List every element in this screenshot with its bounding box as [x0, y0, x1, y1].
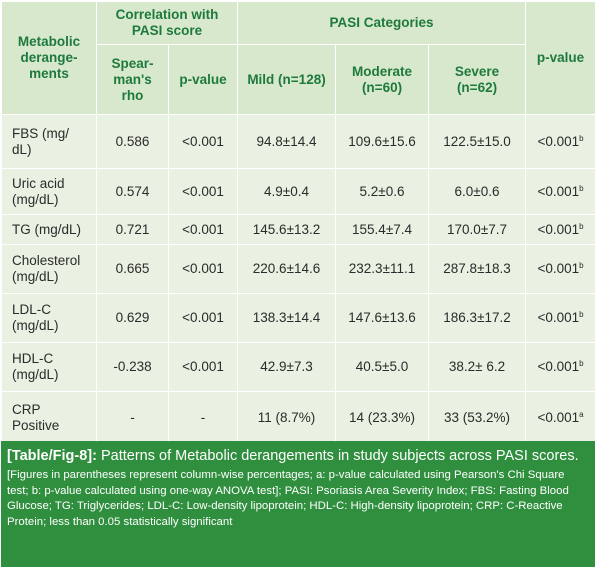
- pvalue-text: <0.001: [537, 183, 580, 199]
- moderate-cell: 14 (23.3%): [335, 391, 430, 444]
- param-cell: HDL-C (mg/dL): [1, 342, 97, 392]
- header-pvalue: p-value: [525, 1, 596, 115]
- pvalue-cell: <0.001b: [525, 293, 596, 343]
- rho-cell: 0.721: [96, 214, 169, 245]
- rho-cell: -0.238: [96, 342, 169, 392]
- mild-cell: 94.8±14.4: [237, 114, 337, 169]
- pvalue-footnote-marker: b: [579, 310, 584, 319]
- pvalue-cell: <0.001b: [525, 114, 596, 169]
- severe-cell: 33 (53.2%): [428, 391, 527, 444]
- rho-cell: 0.586: [96, 114, 169, 169]
- caption-notes: [Figures in parentheses represent column…: [7, 469, 569, 528]
- severe-cell: 186.3±17.2: [428, 293, 527, 343]
- rho-cell: 0.665: [96, 244, 169, 294]
- corr-pvalue-cell: <0.001: [167, 244, 239, 294]
- moderate-cell: 5.2±0.6: [335, 168, 430, 215]
- severe-cell: 170.0±7.7: [428, 214, 527, 245]
- pvalue-cell: <0.001b: [525, 214, 596, 245]
- header-metabolic: Metabolic derange-ments: [1, 1, 97, 115]
- corr-pvalue-cell: <0.001: [167, 168, 239, 215]
- param-cell: Cholesterol (mg/dL): [1, 244, 97, 294]
- header-pasi-group: PASI Categories: [237, 1, 527, 45]
- pvalue-footnote-marker: b: [579, 183, 584, 193]
- figure-caption: [Table/Fig-8]: Patterns of Metabolic der…: [1, 441, 595, 567]
- mild-cell: 42.9±7.3: [237, 342, 337, 392]
- header-corr-pvalue: p-value: [167, 44, 239, 115]
- severe-cell: 287.8±18.3: [428, 244, 527, 294]
- severe-cell: 38.2± 6.2: [428, 342, 527, 392]
- caption-title-line: [Table/Fig-8]: Patterns of Metabolic der…: [7, 448, 587, 465]
- corr-pvalue-cell: <0.001: [167, 342, 239, 392]
- pvalue-footnote-marker: a: [579, 409, 584, 419]
- mild-cell: 220.6±14.6: [237, 244, 337, 294]
- table-row: Cholesterol (mg/dL) 0.665 <0.001 220.6±14.6…: [1, 244, 596, 294]
- corr-pvalue-cell: <0.001: [167, 293, 239, 343]
- table-row: FBS (mg/ dL) 0.586 <0.001 94.8±14.4 109.6±15…: [1, 114, 596, 169]
- table-row: HDL-C (mg/dL) -0.238 <0.001 42.9±7.3 40.5±5.…: [1, 342, 596, 392]
- pvalue-text: <0.001: [537, 310, 580, 325]
- moderate-cell: 232.3±11.1: [335, 244, 430, 294]
- header-mild: Mild (n=128): [237, 44, 337, 115]
- mild-cell: 138.3±14.4: [237, 293, 337, 343]
- severe-cell: 6.0±0.6: [428, 168, 527, 215]
- param-cell: LDL-C (mg/dL): [1, 293, 97, 343]
- header-severe: Severe (n=62): [428, 44, 527, 115]
- header-spearman: Spear-man's rho: [96, 44, 169, 115]
- pvalue-cell: <0.001b: [525, 168, 596, 215]
- table-row: LDL-C (mg/dL) 0.629 <0.001 138.3±14.4 147.6±…: [1, 293, 596, 343]
- param-cell: Uric acid (mg/dL): [1, 168, 97, 215]
- rho-cell: -: [96, 391, 169, 444]
- param-cell: FBS (mg/ dL): [1, 114, 97, 169]
- rho-cell: 0.574: [96, 168, 169, 215]
- moderate-cell: 109.6±15.6: [335, 114, 430, 169]
- pvalue-cell: <0.001b: [525, 244, 596, 294]
- rho-cell: 0.629: [96, 293, 169, 343]
- pvalue-text: <0.001: [537, 133, 580, 149]
- metabolic-table: Metabolic derange-ments Correlation with…: [1, 1, 596, 444]
- severe-cell: 122.5±15.0: [428, 114, 527, 169]
- table-row: Uric acid (mg/dL) 0.574 <0.001 4.9±0.4 5.2±0…: [1, 168, 596, 215]
- pvalue-footnote-marker: b: [579, 221, 584, 231]
- caption-title: Patterns of Metabolic derangements in st…: [96, 448, 579, 464]
- corr-pvalue-cell: <0.001: [167, 214, 239, 245]
- pvalue-cell: <0.001b: [525, 342, 596, 392]
- corr-pvalue-cell: -: [167, 391, 239, 444]
- moderate-cell: 147.6±13.6: [335, 293, 430, 343]
- table-row: CRP Positive - -11 (8.7%) 14 (23.3%) 33 (53.…: [1, 391, 596, 444]
- table-row: TG (mg/dL) 0.721 <0.001 145.6±13.2 155.4±7.4…: [1, 214, 596, 245]
- param-cell: CRP Positive: [1, 391, 97, 444]
- mild-cell: 11 (8.7%): [237, 391, 337, 444]
- pvalue-footnote-marker: b: [579, 261, 584, 270]
- mild-cell: 145.6±13.2: [237, 214, 337, 245]
- param-cell: TG (mg/dL): [1, 214, 97, 245]
- pvalue-cell: <0.001a: [525, 391, 596, 444]
- pvalue-footnote-marker: b: [579, 133, 584, 143]
- moderate-cell: 40.5±5.0: [335, 342, 430, 392]
- table-body: FBS (mg/ dL) 0.586 <0.001 94.8±14.4 109.6±15…: [1, 114, 596, 444]
- pvalue-text: <0.001: [537, 261, 580, 276]
- moderate-cell: 155.4±7.4: [335, 214, 430, 245]
- mild-cell: 4.9±0.4: [237, 168, 337, 215]
- pvalue-text: <0.001: [537, 409, 580, 425]
- header-moderate: Moderate (n=60): [335, 44, 430, 115]
- pvalue-text: <0.001: [537, 359, 580, 374]
- header-correlation-group: Correlation with PASI score: [95, 1, 239, 45]
- caption-label: [Table/Fig-8]:: [7, 448, 97, 464]
- corr-pvalue-cell: <0.001: [167, 114, 239, 169]
- pvalue-footnote-marker: b: [579, 359, 584, 368]
- pvalue-text: <0.001: [537, 221, 580, 237]
